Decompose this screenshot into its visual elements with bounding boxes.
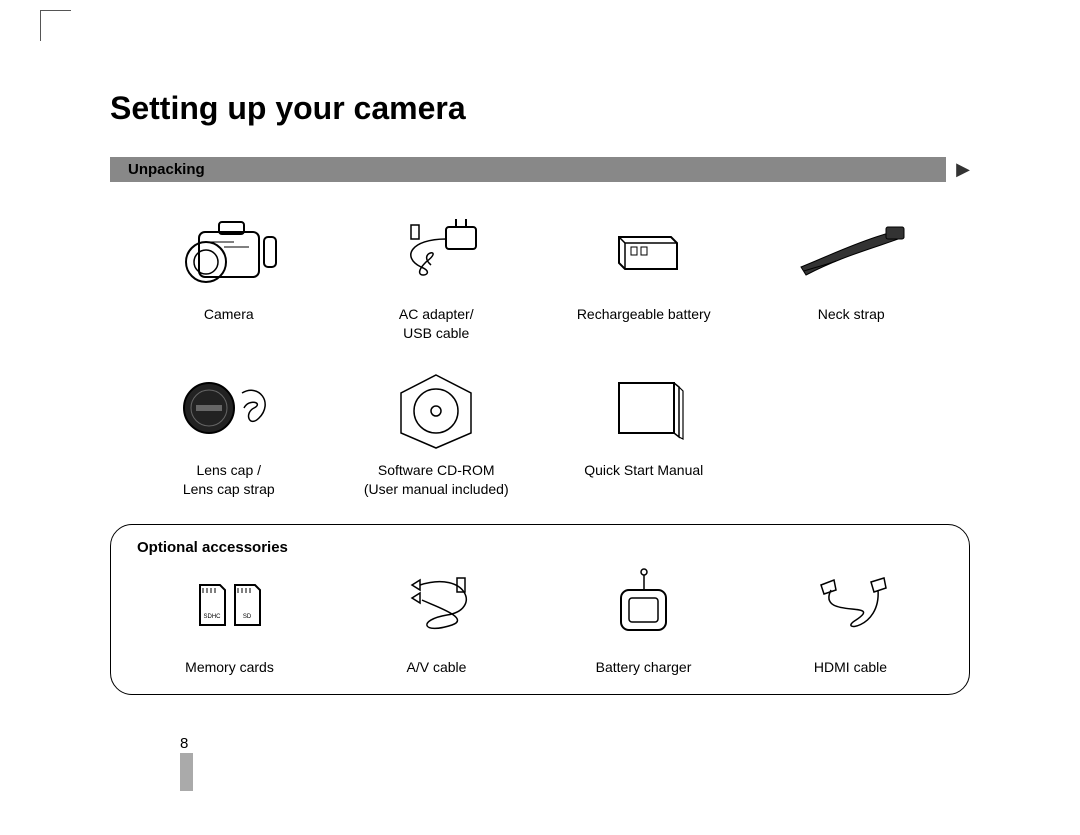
camera-icon <box>164 207 294 297</box>
item-label: HDMI cable <box>814 658 887 677</box>
unpacking-grid: Camera AC adapter/ USB cable <box>110 192 970 514</box>
item-hdmi-cable: HDMI cable <box>752 560 949 677</box>
cd-icon <box>371 363 501 453</box>
crop-mark <box>40 10 71 41</box>
page-footer: 8 <box>110 735 970 795</box>
item-label: Rechargeable battery <box>577 305 711 324</box>
av-cable-icon <box>372 560 502 650</box>
optional-heading: Optional accessories <box>137 539 949 556</box>
item-ac-adapter: AC adapter/ USB cable <box>338 207 536 343</box>
item-label: Quick Start Manual <box>584 461 703 480</box>
item-label: Software CD-ROM (User manual included) <box>364 461 509 499</box>
page-number: 8 <box>180 735 188 752</box>
item-manual: Quick Start Manual <box>545 363 743 499</box>
strap-icon <box>786 207 916 297</box>
optional-grid: SDHC SD Memory cards <box>131 560 949 677</box>
page-title: Setting up your camera <box>110 90 970 127</box>
item-label: Neck strap <box>818 305 885 324</box>
section-header: Unpacking ▶ <box>110 157 970 182</box>
item-battery-charger: Battery charger <box>545 560 742 677</box>
item-label: Battery charger <box>596 658 692 677</box>
item-lens-cap: Lens cap / Lens cap strap <box>130 363 328 499</box>
item-label: AC adapter/ USB cable <box>399 305 474 343</box>
section-arrow-icon: ▶ <box>956 159 970 180</box>
page-number-bar <box>180 753 193 791</box>
item-neck-strap: Neck strap <box>753 207 951 343</box>
item-label: Lens cap / Lens cap strap <box>183 461 275 499</box>
battery-icon <box>579 207 709 297</box>
page-content: Setting up your camera Unpacking ▶ Camer… <box>110 90 970 695</box>
item-camera: Camera <box>130 207 328 343</box>
memory-card-icon: SDHC SD <box>165 560 295 650</box>
adapter-icon <box>371 207 501 297</box>
item-label: A/V cable <box>407 658 467 677</box>
svg-text:SD: SD <box>242 614 251 620</box>
empty-cell <box>753 363 951 499</box>
charger-icon <box>579 560 709 650</box>
item-label: Camera <box>204 305 254 324</box>
item-battery: Rechargeable battery <box>545 207 743 343</box>
manual-icon <box>579 363 709 453</box>
item-cdrom: Software CD-ROM (User manual included) <box>338 363 536 499</box>
section-heading: Unpacking <box>110 157 946 182</box>
svg-text:SDHC: SDHC <box>203 614 221 620</box>
item-av-cable: A/V cable <box>338 560 535 677</box>
item-label: Memory cards <box>185 658 274 677</box>
lens-cap-icon <box>164 363 294 453</box>
hdmi-cable-icon <box>786 560 916 650</box>
optional-accessories-box: Optional accessories SDHC SD Memory card… <box>110 524 970 696</box>
item-memory-cards: SDHC SD Memory cards <box>131 560 328 677</box>
